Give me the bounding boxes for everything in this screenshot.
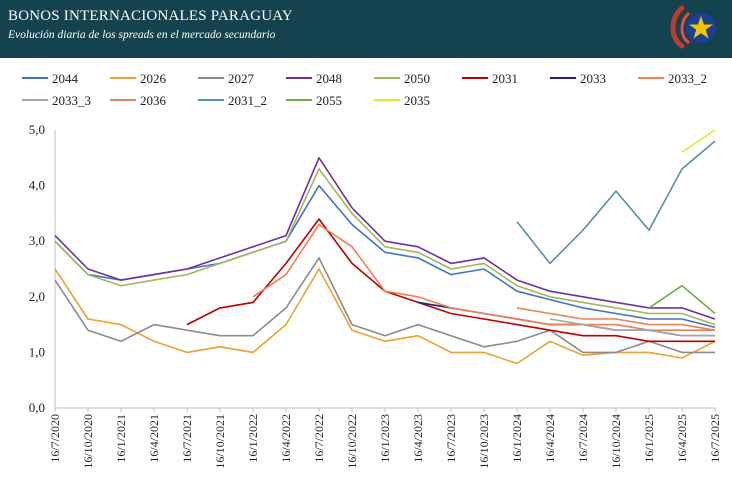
series-line-2044 [54, 184, 716, 329]
x-tick-label: 16/1/2024 [510, 414, 524, 463]
legend-item-2027: 2027 [198, 71, 255, 86]
legend-item-2055: 2055 [286, 93, 342, 108]
y-tick-label: 1,0 [29, 344, 45, 359]
series-line-2033_2 [252, 223, 715, 332]
legend-item-2026: 2026 [110, 71, 167, 86]
x-tick-label: 16/1/2022 [246, 414, 260, 463]
series-line-2048 [54, 157, 716, 320]
legend-label: 2033_3 [52, 93, 91, 108]
x-tick-label: 16/7/2025 [708, 414, 722, 463]
x-tick-label: 16/1/2025 [642, 414, 656, 463]
y-axis: 0,0 1,0 2,0 3,0 4,0 5,0 [29, 122, 56, 415]
y-tick-label: 4,0 [29, 178, 45, 193]
legend-label: 2044 [52, 71, 79, 86]
plot-area [54, 129, 716, 365]
legend-item-2031: 2031 [462, 71, 518, 86]
x-tick-label: 16/7/2021 [180, 414, 194, 463]
series-line-2050 [54, 168, 716, 326]
chart-legend: 2044 2026 2027 2048 2050 2031 2033 2033_2 2033_3… [22, 71, 707, 108]
x-tick-label: 16/4/2022 [279, 414, 293, 463]
series-line-2031_2 [516, 140, 716, 265]
legend-item-2036: 2036 [110, 93, 167, 108]
legend-label: 2027 [228, 71, 255, 86]
chart-title: BONOS INTERNACIONALES PARAGUAY [8, 8, 293, 24]
series-line-2033_3 [549, 318, 715, 337]
x-tick-label: 16/10/2024 [609, 414, 623, 469]
x-tick-label: 16/10/2020 [81, 414, 95, 469]
x-tick-label: 16/10/2022 [345, 414, 359, 469]
spread-line-chart: 2044 2026 2027 2048 2050 2031 2033 2033_2 2033_3… [22, 71, 722, 469]
legend-label: 2055 [316, 93, 342, 108]
y-tick-label: 5,0 [29, 122, 45, 137]
legend-label: 2031 [492, 71, 518, 86]
y-tick-label: 2,0 [29, 289, 45, 304]
legend-label: 2050 [404, 71, 430, 86]
legend-item-2048: 2048 [286, 71, 342, 86]
series-line-2027 [54, 257, 715, 354]
legend-item-2033_2: 2033_2 [638, 71, 707, 86]
series-line-2036 [516, 307, 716, 331]
x-tick-label: 16/7/2022 [312, 414, 326, 463]
y-tick-label: 0,0 [29, 400, 45, 415]
x-axis: 16/7/2020 16/10/2020 16/1/2021 16/4/2021 16/… [48, 407, 722, 469]
legend-label: 2035 [404, 93, 430, 108]
paraguay-seal-icon [670, 5, 716, 49]
series-line-2035 [681, 129, 716, 153]
legend-item-2035: 2035 [374, 93, 430, 108]
x-tick-label: 16/1/2021 [114, 414, 128, 463]
x-tick-label: 16/7/2024 [576, 414, 590, 463]
series-line-2026 [54, 268, 716, 365]
x-tick-label: 16/10/2021 [213, 414, 227, 469]
x-tick-label: 16/4/2023 [411, 414, 425, 463]
x-tick-label: 16/10/2023 [477, 414, 491, 469]
series-line-2055 [648, 284, 716, 315]
x-tick-label: 16/4/2021 [147, 414, 161, 463]
x-tick-label: 16/1/2023 [378, 414, 392, 463]
legend-label: 2033_2 [668, 71, 707, 86]
legend-label: 2031_2 [228, 93, 267, 108]
header-banner: BONOS INTERNACIONALES PARAGUAY Evolución… [0, 0, 732, 58]
chart-subtitle: Evolución diaria de los spreads en el me… [8, 29, 276, 41]
x-tick-label: 16/7/2020 [48, 414, 62, 463]
x-tick-label: 16/4/2024 [543, 414, 557, 463]
legend-item-2033: 2033 [550, 71, 606, 86]
x-tick-label: 16/4/2025 [675, 414, 689, 463]
legend-label: 2048 [316, 71, 342, 86]
y-tick-label: 3,0 [29, 233, 45, 248]
legend-item-2050: 2050 [374, 71, 430, 86]
legend-label: 2026 [140, 71, 167, 86]
legend-label: 2033 [580, 71, 606, 86]
series-line-2031 [186, 218, 715, 343]
legend-item-2031_2: 2031_2 [198, 93, 267, 108]
legend-item-2033_3: 2033_3 [22, 93, 91, 108]
legend-item-2044: 2044 [22, 71, 79, 86]
legend-label: 2036 [140, 93, 167, 108]
x-tick-label: 16/7/2023 [444, 414, 458, 463]
